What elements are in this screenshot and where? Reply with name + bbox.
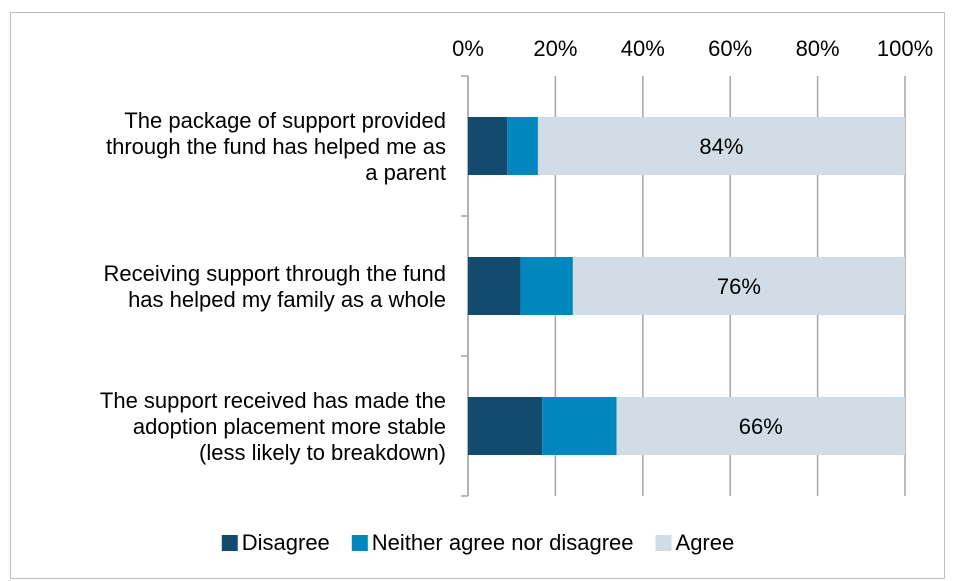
bar-agree (537, 117, 905, 175)
bar-disagree (468, 397, 543, 455)
data-label: 84% (699, 134, 743, 159)
x-tick-label: 100% (877, 36, 933, 61)
legend-label: Disagree (242, 530, 330, 555)
x-tick-label: 40% (621, 36, 665, 61)
category-label-line: Receiving support through the fund (104, 261, 446, 286)
bar-disagree (468, 257, 521, 315)
bar-agree (616, 397, 905, 455)
data-label: 76% (717, 274, 761, 299)
data-label: 66% (739, 414, 783, 439)
category-label: Receiving support through the fund has he… (104, 261, 446, 312)
category-label-line: The support received has made the (100, 388, 446, 413)
bar-neither-agree-nor-disagree (507, 117, 538, 175)
x-tick-label: 60% (708, 36, 752, 61)
bar-neither-agree-nor-disagree (542, 397, 617, 455)
legend-swatch (351, 535, 368, 551)
category-label-line: has helped my family as a whole (128, 287, 446, 312)
category-label-line: adoption placement more stable (133, 414, 446, 439)
category-label-line: through the fund has helped me as (106, 134, 446, 159)
bar-neither-agree-nor-disagree (520, 257, 573, 315)
x-tick-label: 20% (533, 36, 577, 61)
category-label-line: The package of support provided (124, 108, 446, 133)
category-label-line: a parent (365, 160, 446, 185)
legend-label: Agree (676, 530, 735, 555)
category-label: The support received has made the adoptio… (100, 388, 446, 465)
bar-agree (572, 257, 905, 315)
category-label-line: (less likely to breakdown) (199, 440, 446, 465)
category-label: The package of support provided through t… (106, 108, 446, 185)
x-tick-label: 80% (796, 36, 840, 61)
legend-swatch (655, 535, 672, 551)
legend-swatch (221, 535, 238, 551)
legend-label: Neither agree nor disagree (372, 530, 634, 555)
bar-disagree (468, 117, 508, 175)
x-tick-label: 0% (452, 36, 484, 61)
